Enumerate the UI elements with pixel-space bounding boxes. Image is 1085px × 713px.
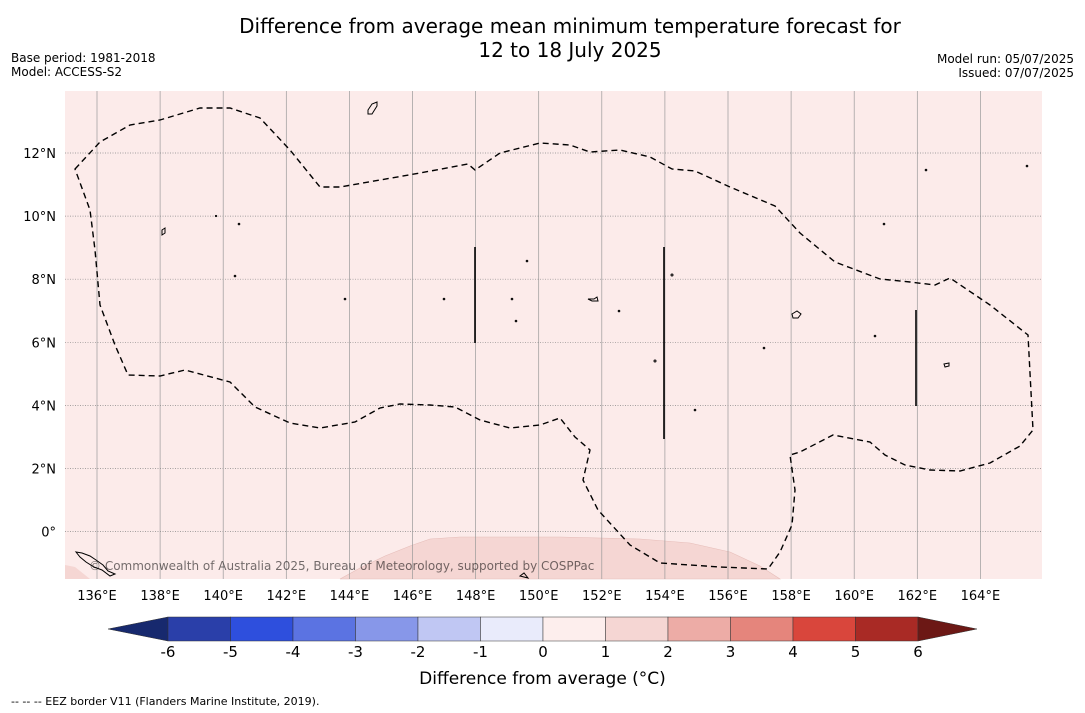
- coast-new-guinea: [74, 551, 117, 577]
- island-chuuk: [587, 296, 599, 302]
- lat-tick-label: 8°N: [32, 273, 57, 288]
- islands: [74, 101, 1029, 579]
- meta-left: Base period: 1981-2018 Model: ACCESS-S2: [11, 51, 156, 79]
- island-fais: [214, 214, 218, 218]
- island-pulap: [514, 319, 518, 323]
- colorbar-tick-label: 6: [913, 643, 923, 661]
- island-ngulu: [233, 274, 237, 278]
- island-mokil: [762, 346, 766, 350]
- eez-footnote: -- -- -- EEZ border V11 (Flanders Marine…: [11, 695, 320, 708]
- colorbar-tick-label: -2: [410, 643, 426, 661]
- island-bikini: [924, 168, 928, 172]
- colorbar-tick-label: 2: [663, 643, 673, 661]
- colorbar-tick-label: -3: [348, 643, 363, 661]
- island-manus: [518, 572, 530, 579]
- colorbar-bin: [605, 616, 669, 642]
- colorbar-tick-label: -1: [473, 643, 488, 661]
- lon-tick-label: 142°E: [267, 589, 307, 604]
- model-run: Model run: 05/07/2025: [936, 52, 1074, 66]
- colorbar-bin: [230, 616, 294, 642]
- lon-tick-label: 164°E: [961, 589, 1001, 604]
- title-line-2: 12 to 18 July 2025: [478, 38, 662, 62]
- island-pohnpei: [791, 310, 802, 319]
- island-nukuoro: [693, 408, 697, 412]
- lat-tick-label: 6°N: [32, 336, 57, 351]
- title-line-1: Difference from average mean minimum tem…: [239, 14, 901, 38]
- colorbar-extend-high: [917, 616, 978, 642]
- lon-tick-label: 150°E: [519, 589, 559, 604]
- warm-anomaly-west: [65, 565, 90, 579]
- colorbar-tick-label: 4: [788, 643, 798, 661]
- colorbar: [107, 616, 978, 642]
- island-yap: [161, 227, 166, 236]
- lon-tick-label: 144°E: [330, 589, 370, 604]
- warm-anomaly-region: [339, 536, 782, 580]
- colorbar-extend-low: [107, 616, 169, 642]
- colorbar-bin: [542, 616, 606, 642]
- lat-tick-label: 10°N: [23, 210, 56, 225]
- island-woleai: [343, 297, 347, 301]
- colorbar-bin: [480, 616, 544, 642]
- colorbar-tick-label: 3: [725, 643, 736, 661]
- colorbar-bin: [167, 616, 231, 642]
- lon-tick-label: 156°E: [708, 589, 748, 604]
- lon-tick-label: 152°E: [582, 589, 622, 604]
- island-lamotrek: [442, 297, 446, 301]
- graticule: [65, 91, 1042, 579]
- island-kosrae: [943, 362, 950, 368]
- meta-right: Model run: 05/07/2025 Issued: 07/07/2025: [937, 52, 1074, 80]
- colorbar-tick-label: -6: [160, 643, 176, 661]
- lon-tick-label: 146°E: [393, 589, 433, 604]
- colorbar-tick-label: 1: [600, 643, 611, 661]
- lat-tick-label: 4°N: [32, 399, 57, 414]
- lat-tick-label: 12°N: [23, 147, 56, 162]
- island-pingelap: [873, 334, 877, 338]
- eez-border: [74, 107, 1034, 570]
- colorbar-bin: [355, 616, 419, 642]
- island-ulithi: [237, 222, 241, 226]
- colorbar-title: Difference from average (°C): [419, 669, 666, 689]
- lon-tick-label: 140°E: [203, 589, 243, 604]
- lon-tick-label: 148°E: [456, 589, 496, 604]
- lon-tick-label: 138°E: [140, 589, 180, 604]
- island-rongelap: [1025, 164, 1029, 168]
- latitude-labels: 12°N 10°N 8°N 6°N 4°N 2°N 0°: [23, 147, 56, 541]
- colorbar-bin: [792, 616, 856, 642]
- colorbar-bin: [855, 616, 919, 642]
- island-namonuito: [510, 297, 514, 301]
- colorbar-tick-label: 0: [538, 643, 548, 661]
- colorbar-bin: [730, 616, 794, 642]
- map-title: Difference from average mean minimum tem…: [0, 14, 1085, 62]
- map-background: [65, 91, 1042, 579]
- lon-tick-label: 154°E: [645, 589, 685, 604]
- lon-tick-label: 136°E: [77, 589, 117, 604]
- colorbar-tick-label: 5: [850, 643, 861, 661]
- lon-tick-label: 160°E: [834, 589, 874, 604]
- copyright-notice: © Commonwealth of Australia 2025, Bureau…: [89, 559, 594, 573]
- longitude-labels: 136°E 138°E 140°E 142°E 144°E 146°E 148°E 150°E…: [77, 589, 1000, 604]
- island-puluwat: [525, 259, 529, 263]
- colorbar-bin: [417, 616, 481, 642]
- model-name: Model: ACCESS-S2: [11, 65, 123, 79]
- base-period: Base period: 1981-2018: [11, 51, 156, 65]
- colorbar-bin: [292, 616, 356, 642]
- lon-tick-label: 162°E: [898, 589, 938, 604]
- island-losap: [617, 309, 621, 313]
- island-oroluk: [670, 273, 674, 277]
- lat-tick-label: 2°N: [32, 463, 57, 478]
- colorbar-tick-label: -5: [223, 643, 238, 661]
- island-guam: [367, 101, 378, 115]
- island-mortlocks: [653, 359, 657, 363]
- colorbar-bin: [667, 616, 731, 642]
- island-enewetak: [882, 222, 886, 226]
- issued-date: Issued: 07/07/2025: [958, 66, 1074, 80]
- lon-tick-label: 158°E: [771, 589, 811, 604]
- colorbar-tick-label: -4: [285, 643, 301, 661]
- lat-tick-label: 0°: [41, 526, 56, 541]
